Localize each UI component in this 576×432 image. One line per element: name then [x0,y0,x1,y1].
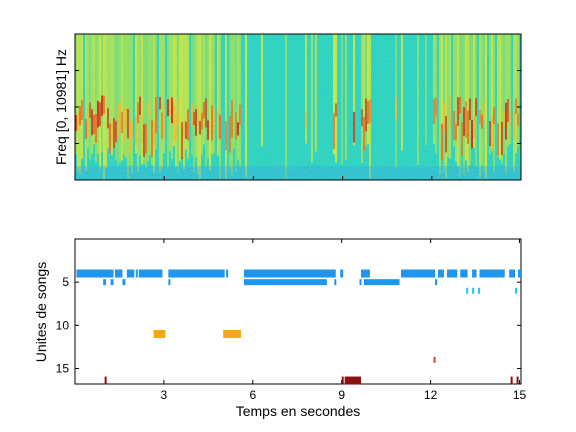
units-xtick-label: 9 [338,388,345,402]
unit-segment [122,279,126,286]
unit-segment [334,279,337,286]
unit-segment [76,269,114,278]
unit-segment [400,269,436,278]
spectrogram-yticks [75,70,521,180]
units-ytick-label: 5 [62,275,69,289]
unit-segment [126,269,135,278]
spectrogram-noise [75,34,521,180]
unit-segment [472,287,475,294]
unit-segment [135,269,138,278]
unit-segment [110,279,114,286]
unit-segment [466,287,469,294]
unit-segment [472,269,477,278]
units-xtick-label: 3 [161,388,168,402]
unit-segment [435,279,438,286]
unit-segment [359,279,362,286]
units-xticks: 3 6 9 12 15 [161,239,527,402]
unit-segment [509,269,516,278]
unit-segment [168,269,225,278]
units-yticks: 5 10 15 [56,275,521,375]
unit-segment [460,269,468,278]
units-xlabel: Temps en secondes [236,403,361,419]
unit-segment [243,269,336,278]
unit-segment [510,376,513,385]
unit-segment [363,279,400,286]
unit-segment [518,269,521,278]
unit-segment [103,279,107,286]
unit-segment [344,376,361,385]
spectrogram-ylabel: Freq [0, 10981] Hz [53,49,69,165]
unit-segment [360,269,370,278]
units-ylabel: Unites de songs [33,262,49,362]
unit-segment [153,329,166,338]
units-ytick-label: 15 [56,361,70,375]
unit-segment [438,269,444,278]
spectrogram-plot: Freq [0, 10981] Hz [53,33,522,181]
units-plot-frame [74,238,522,385]
units-ytick-label: 10 [56,318,70,332]
unit-segment [243,279,327,286]
unit-segment [226,269,229,278]
units-xtick-label: 15 [513,388,527,402]
unit-segment [223,329,241,338]
units-xtick-label: 6 [249,388,256,402]
unit-segment [478,287,481,294]
unit-segment [138,269,163,278]
unit-segment [446,269,458,278]
unit-segment [516,376,519,385]
unit-segment [433,356,436,363]
unit-segment [479,269,505,278]
units-plot: 3 6 9 12 15 5 10 15 Temps en secondes Unites d… [33,238,527,419]
unit-segment [104,376,107,385]
unit-segment [341,376,344,385]
unit-segment [168,279,171,286]
unit-segment [340,269,344,278]
unit-segments [76,269,521,385]
unit-segment [115,269,123,278]
unit-segment [515,287,518,294]
units-xtick-label: 12 [424,388,438,402]
